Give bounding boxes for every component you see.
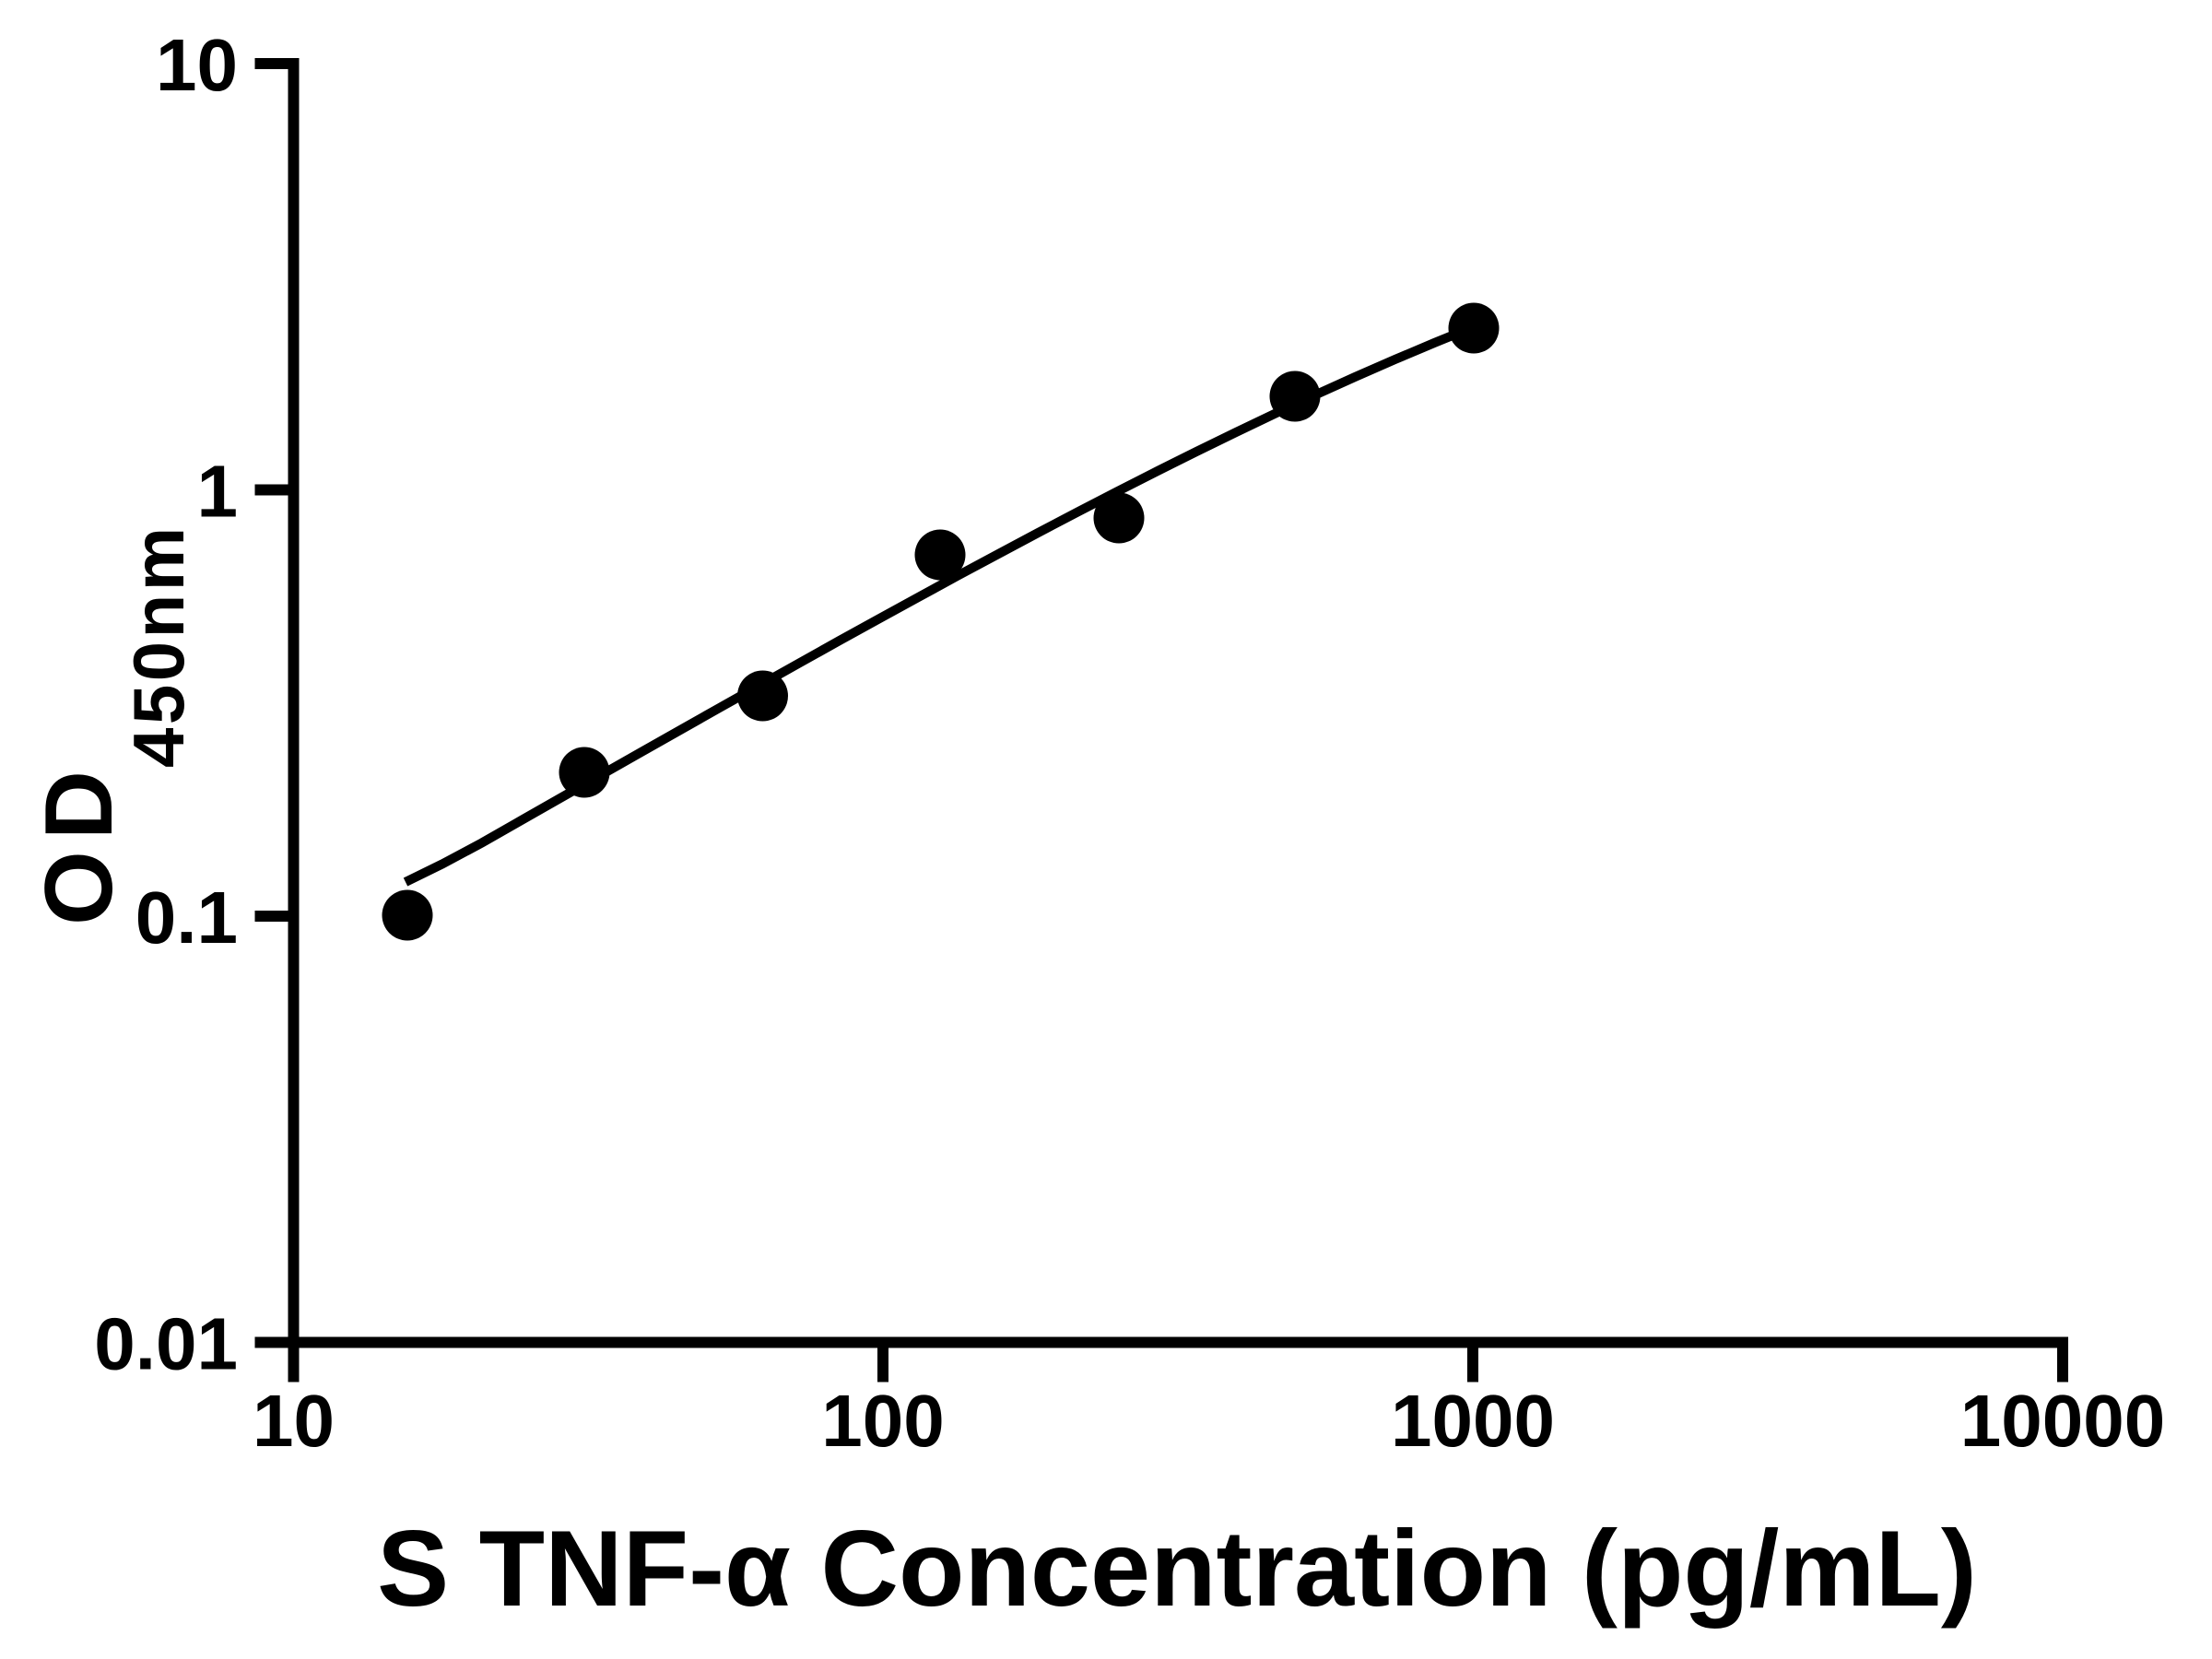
svg-text:1000: 1000: [1391, 1380, 1555, 1462]
svg-text:10: 10: [156, 24, 238, 106]
svg-text:10000: 10000: [1960, 1380, 2165, 1462]
svg-text:100: 100: [821, 1380, 944, 1462]
svg-text:450nm: 450nm: [118, 524, 199, 768]
svg-text:0.1: 0.1: [135, 877, 238, 959]
svg-text:0.01: 0.01: [94, 1303, 238, 1385]
svg-text:1: 1: [197, 451, 239, 533]
svg-text:OD: OD: [26, 759, 133, 925]
svg-text:10: 10: [253, 1380, 335, 1462]
svg-text:S TNF-α Concentration (pg/mL): S TNF-α Concentration (pg/mL): [377, 1508, 1977, 1629]
